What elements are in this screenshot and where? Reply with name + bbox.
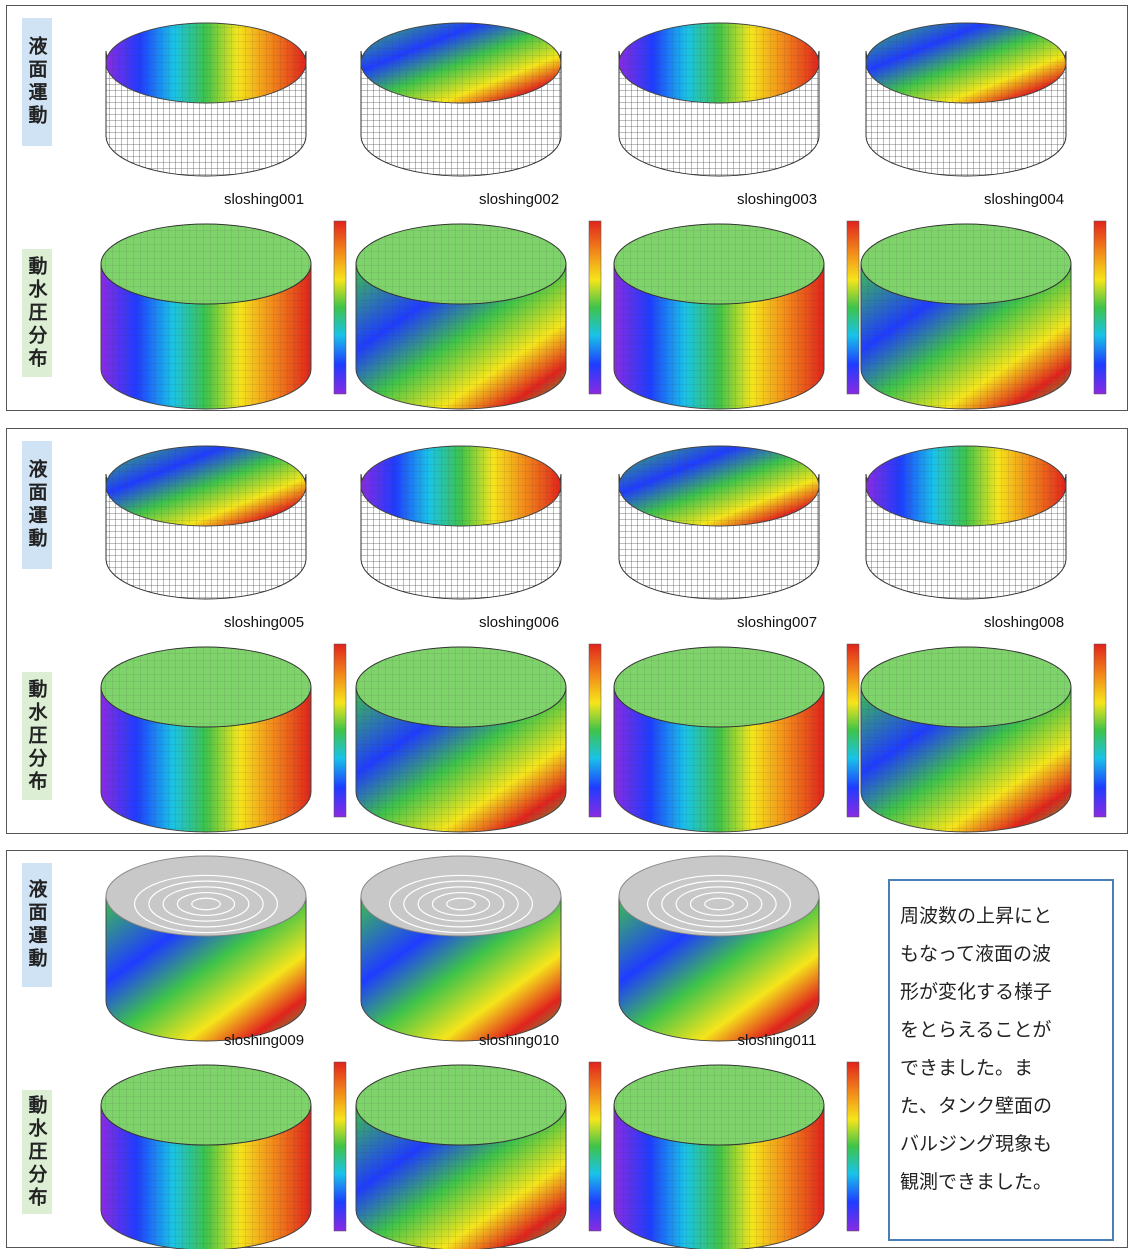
colorbar bbox=[1094, 644, 1106, 817]
surface-mesh bbox=[619, 446, 819, 526]
floor-mesh bbox=[861, 224, 1071, 304]
surface-mesh bbox=[361, 446, 561, 526]
caption: sloshing008 bbox=[924, 614, 1124, 631]
caption: sloshing011 bbox=[677, 1032, 877, 1049]
note-line: もなって液面の波 bbox=[900, 935, 1102, 973]
row-label: 動水圧分布 bbox=[22, 1090, 52, 1214]
colorbar bbox=[589, 1062, 601, 1231]
note-line: 周波数の上昇にと bbox=[900, 897, 1102, 935]
liquid-surface bbox=[619, 856, 819, 936]
colorbar bbox=[334, 644, 346, 817]
floor-mesh bbox=[101, 647, 311, 727]
colorbar bbox=[334, 1062, 346, 1231]
row-label: 液面運動 bbox=[22, 863, 52, 987]
panel: 液面運動動水圧分布 sloshing009 sloshing010 sloshing0… bbox=[6, 850, 1128, 1248]
colorbar bbox=[589, 221, 601, 394]
surface-mesh bbox=[106, 23, 306, 103]
colorbar bbox=[847, 644, 859, 817]
caption: sloshing007 bbox=[677, 614, 877, 631]
surface-mesh bbox=[106, 446, 306, 526]
floor-mesh bbox=[614, 224, 824, 304]
liquid-surface bbox=[361, 856, 561, 936]
colorbar bbox=[334, 221, 346, 394]
panel: 液面運動動水圧分布 sloshing001 sloshing002 sloshing0… bbox=[6, 5, 1128, 411]
caption: sloshing001 bbox=[164, 191, 364, 208]
note: 周波数の上昇にともなって液面の波形が変化する様子をとらえることができました。また… bbox=[888, 879, 1114, 1241]
floor-mesh bbox=[861, 647, 1071, 727]
row-label: 動水圧分布 bbox=[22, 249, 52, 377]
caption: sloshing004 bbox=[924, 191, 1124, 208]
floor-mesh bbox=[356, 647, 566, 727]
row-label: 液面運動 bbox=[22, 18, 52, 146]
caption: sloshing009 bbox=[164, 1032, 364, 1049]
note-line: をとらえることが bbox=[900, 1011, 1102, 1049]
colorbar bbox=[589, 644, 601, 817]
surface-mesh bbox=[866, 23, 1066, 103]
floor-mesh bbox=[356, 1065, 566, 1145]
image-layer bbox=[7, 429, 1127, 835]
caption: sloshing002 bbox=[419, 191, 619, 208]
floor-mesh bbox=[614, 1065, 824, 1145]
note-line: できました。ま bbox=[900, 1049, 1102, 1087]
caption: sloshing006 bbox=[419, 614, 619, 631]
surface-mesh bbox=[866, 446, 1066, 526]
note-line: た、タンク壁面の bbox=[900, 1087, 1102, 1125]
floor-mesh bbox=[614, 647, 824, 727]
colorbar bbox=[1094, 221, 1106, 394]
image-layer bbox=[7, 6, 1127, 412]
note-line: 形が変化する様子 bbox=[900, 973, 1102, 1011]
note-line: バルジング現象も bbox=[900, 1125, 1102, 1163]
caption: sloshing003 bbox=[677, 191, 877, 208]
colorbar bbox=[847, 1062, 859, 1231]
row-label: 動水圧分布 bbox=[22, 672, 52, 800]
floor-mesh bbox=[101, 224, 311, 304]
floor-mesh bbox=[356, 224, 566, 304]
surface-mesh bbox=[361, 23, 561, 103]
page: 液面運動動水圧分布sloshing001sloshing002sloshing0… bbox=[0, 0, 1134, 1253]
note-line: 観測できました。 bbox=[900, 1163, 1102, 1201]
panel: 液面運動動水圧分布 sloshing005 sloshing006 sloshing0… bbox=[6, 428, 1128, 834]
caption: sloshing005 bbox=[164, 614, 364, 631]
caption: sloshing010 bbox=[419, 1032, 619, 1049]
surface-mesh bbox=[619, 23, 819, 103]
floor-mesh bbox=[101, 1065, 311, 1145]
row-label: 液面運動 bbox=[22, 441, 52, 569]
liquid-surface bbox=[106, 856, 306, 936]
colorbar bbox=[847, 221, 859, 394]
